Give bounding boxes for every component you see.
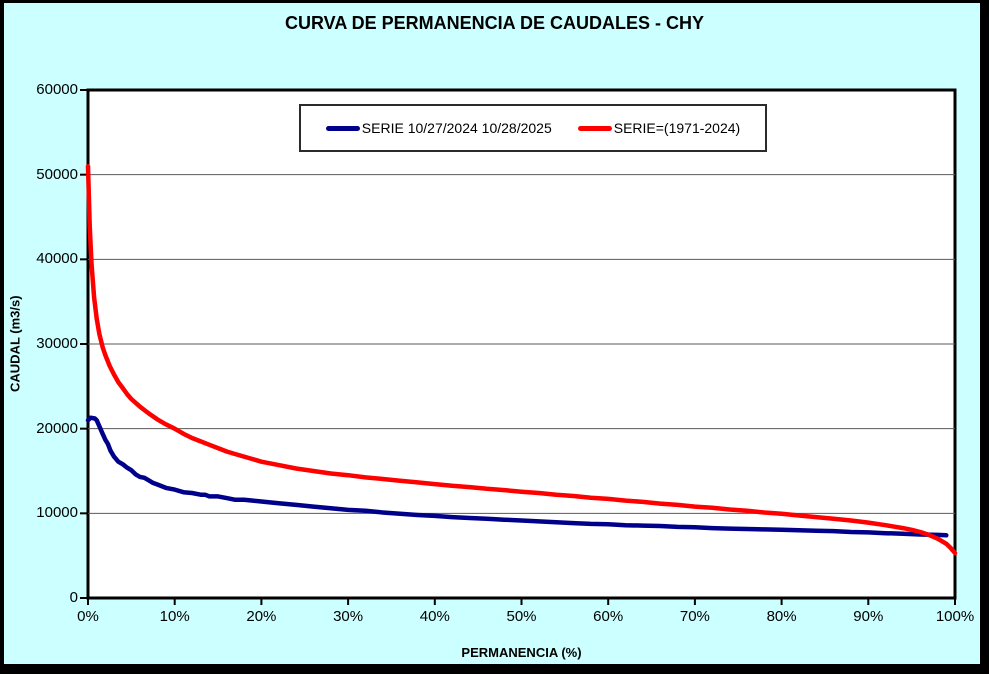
x-tick-label-60%: 60%: [593, 608, 624, 625]
legend-box: SERIE 10/27/2024 10/28/2025 SERIE=(1971-…: [299, 104, 767, 152]
x-tick-label-90%: 90%: [853, 608, 884, 625]
x-tick-label-70%: 70%: [679, 608, 710, 625]
y-axis-title: CAUDAL (m3/s): [7, 295, 23, 393]
series-line-1: [85, 163, 958, 556]
x-tick-label-0%: 0%: [77, 608, 99, 625]
series-line-0: [85, 415, 949, 538]
x-tick-label-50%: 50%: [506, 608, 537, 625]
blue-line-swatch-icon: [325, 125, 360, 131]
legend-label-current-series: SERIE 10/27/2024 10/28/2025: [361, 120, 552, 136]
page-title: CURVA DE PERMANENCIA DE CAUDALES - CHY: [284, 13, 705, 33]
x-tick-label-10%: 10%: [159, 608, 190, 625]
x-tick-label-40%: 40%: [419, 608, 450, 625]
y-tick-label-10000: 10000: [36, 504, 78, 522]
x-axis-title: PERMANENCIA (%): [461, 645, 582, 660]
legend-label-historic-series: SERIE=(1971-2024): [613, 120, 741, 136]
y-tick-label-50000: 50000: [36, 165, 78, 183]
legend-entry-current-series: SERIE 10/27/2024 10/28/2025: [325, 120, 552, 136]
y-tick-label-60000: 60000: [36, 81, 78, 98]
y-tick-label-20000: 20000: [36, 419, 78, 437]
legend-entry-historic-series: SERIE=(1971-2024): [577, 120, 741, 136]
red-line-swatch-icon: [577, 125, 612, 131]
y-tick-label-40000: 40000: [36, 250, 78, 268]
x-tick-label-30%: 30%: [333, 608, 364, 625]
x-tick-label-20%: 20%: [246, 608, 277, 625]
y-tick-label-30000: 30000: [36, 335, 78, 352]
x-tick-label-100%: 100%: [935, 608, 975, 625]
x-tick-label-80%: 80%: [766, 608, 797, 625]
y-tick-label-0: 0: [69, 589, 78, 606]
